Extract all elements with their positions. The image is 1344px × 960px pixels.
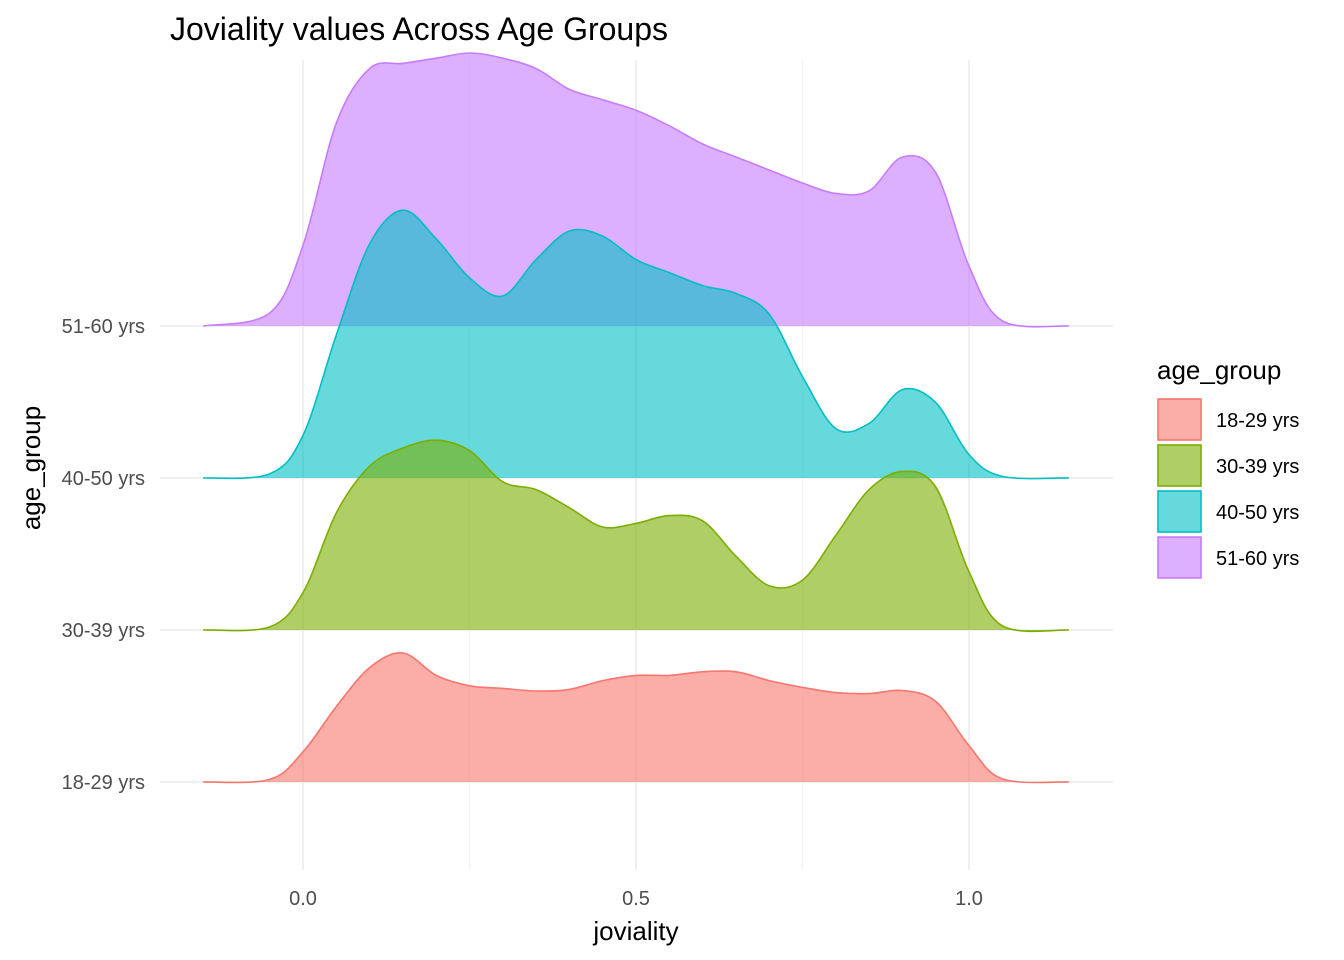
legend-label: 30-39 yrs bbox=[1216, 456, 1299, 478]
y-tick-label: 30-39 yrs bbox=[62, 620, 145, 642]
ridge-fill bbox=[203, 210, 1069, 479]
ridge-outline bbox=[203, 439, 1069, 633]
x-tick-label: 1.0 bbox=[955, 888, 983, 910]
ridge-outline bbox=[202, 52, 1069, 328]
x-axis-title: joviality bbox=[592, 916, 678, 946]
legend-key bbox=[1157, 536, 1202, 579]
ridge-outline bbox=[203, 209, 1069, 480]
density-ridges bbox=[202, 52, 1069, 784]
ridge-30-39-yrs bbox=[203, 439, 1069, 633]
ridge-40-50-yrs bbox=[203, 209, 1069, 480]
legend-key bbox=[1157, 490, 1202, 533]
legend-key bbox=[1157, 398, 1202, 441]
legend-key bbox=[1157, 444, 1202, 487]
x-tick-label: 0.0 bbox=[289, 888, 317, 910]
legend: age_group 18-29 yrs 30-39 yrs 40-50 yrs 51-… bbox=[1157, 355, 1299, 579]
legend-label: 51-60 yrs bbox=[1216, 548, 1299, 570]
legend-label: 40-50 yrs bbox=[1216, 502, 1299, 524]
y-axis-title: age_group bbox=[16, 406, 46, 530]
ridge-fill bbox=[203, 440, 1069, 632]
legend-label: 18-29 yrs bbox=[1216, 410, 1299, 432]
ridge-18-29-yrs bbox=[203, 652, 1069, 784]
x-tick-label: 0.5 bbox=[622, 888, 650, 910]
y-tick-label: 51-60 yrs bbox=[62, 316, 145, 338]
y-tick-label: 18-29 yrs bbox=[62, 772, 145, 794]
ridge-outline bbox=[203, 652, 1069, 784]
chart-title: Joviality values Across Age Groups bbox=[170, 11, 668, 47]
y-axis-ticks: 18-29 yrs 30-39 yrs 40-50 yrs 51-60 yrs bbox=[62, 316, 145, 794]
y-tick-label: 40-50 yrs bbox=[62, 468, 145, 490]
ridge-fill bbox=[203, 652, 1069, 783]
x-axis-ticks: 0.0 0.5 1.0 bbox=[289, 888, 983, 910]
legend-title: age_group bbox=[1157, 355, 1281, 385]
